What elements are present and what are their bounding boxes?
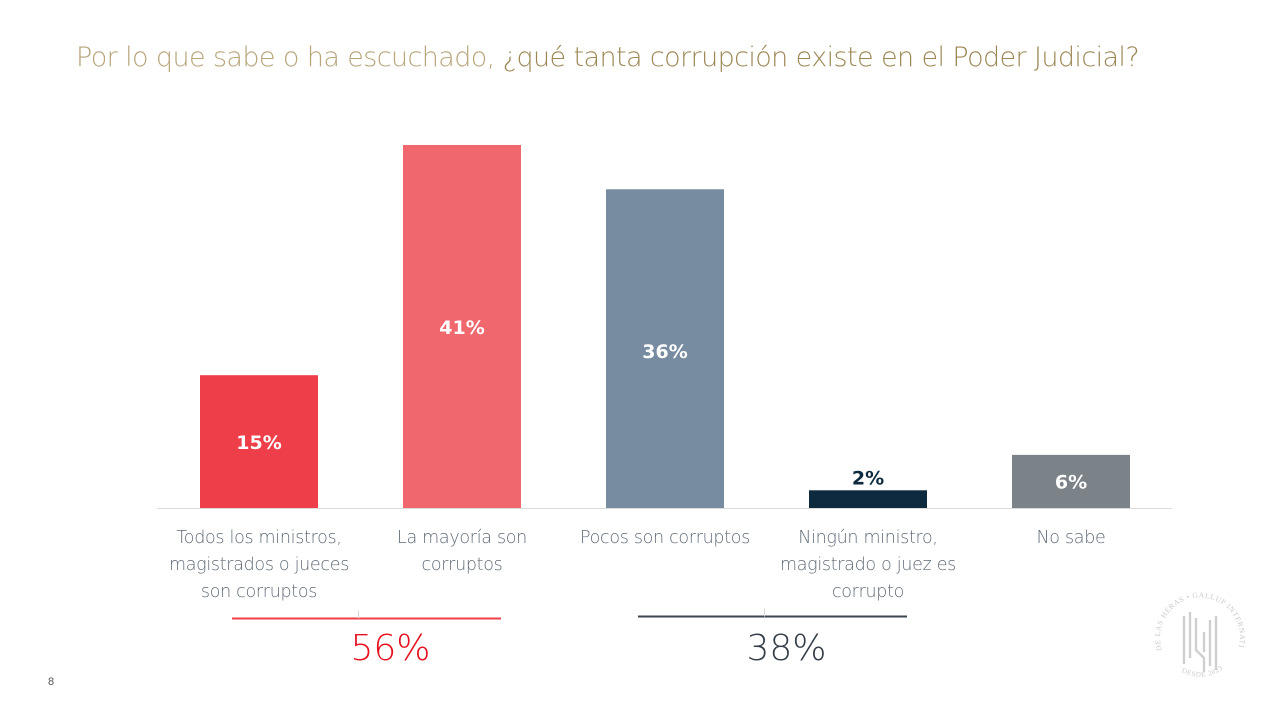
category-label: La mayoría son corruptos bbox=[362, 525, 562, 579]
bar bbox=[200, 375, 318, 508]
page-number: 8 bbox=[48, 676, 55, 688]
category-label-line: Pocos son corruptos bbox=[579, 528, 751, 548]
category-label-line: corruptos bbox=[421, 555, 503, 575]
category-label-line: magistrados o jueces bbox=[168, 555, 350, 575]
logo-outer-text: DE LAS HERAS • GALLUP INTERNATIONAL MEMB… bbox=[1136, 573, 1246, 652]
title-prefix: Por lo que sabe o ha escuchado, bbox=[76, 42, 503, 73]
data-label: 41% bbox=[439, 317, 484, 339]
data-label: 6% bbox=[1055, 471, 1087, 493]
data-label: 15% bbox=[236, 432, 281, 454]
data-label: 36% bbox=[642, 341, 687, 363]
svg-text:DESDE 2023: DESDE 2023 bbox=[1181, 664, 1225, 679]
group-total: 38% bbox=[746, 628, 827, 669]
title-question: ¿qué tanta corrupción existe en el Poder… bbox=[502, 42, 1140, 73]
bar bbox=[606, 189, 724, 508]
category-label-line: Ningún ministro, bbox=[798, 528, 938, 548]
category-label: Todos los ministros, magistrados o jueces… bbox=[159, 525, 359, 606]
group-total: 56% bbox=[350, 628, 431, 669]
bar bbox=[403, 145, 521, 508]
logo-bottom-text: DESDE 2023 bbox=[1181, 664, 1224, 679]
category-label: No sabe bbox=[971, 525, 1171, 552]
category-label: Pocos son corruptos bbox=[565, 525, 765, 552]
category-label: Ningún ministro, magistrado o juez es corr… bbox=[768, 525, 968, 606]
data-label: 2% bbox=[852, 467, 884, 489]
svg-text:DE LAS HERAS • GALLUP INTERNAT: DE LAS HERAS • GALLUP INTERNATIONAL MEMB… bbox=[1140, 580, 1247, 652]
chart-title: Por lo que sabe o ha escuchado, ¿qué tan… bbox=[76, 42, 1140, 73]
category-label-line: No sabe bbox=[1036, 528, 1106, 548]
gallup-logo-icon: DE LAS HERAS • GALLUP INTERNATIONAL MEMB… bbox=[1136, 573, 1260, 700]
category-label-line: son corruptos bbox=[200, 582, 318, 602]
category-label-line: corrupto bbox=[831, 582, 905, 602]
category-label-line: La mayoría son bbox=[397, 528, 527, 548]
bar bbox=[1012, 454, 1130, 508]
category-label-line: magistrado o juez es bbox=[779, 555, 957, 575]
bar bbox=[809, 490, 927, 508]
category-label-line: Todos los ministros, bbox=[176, 528, 342, 548]
